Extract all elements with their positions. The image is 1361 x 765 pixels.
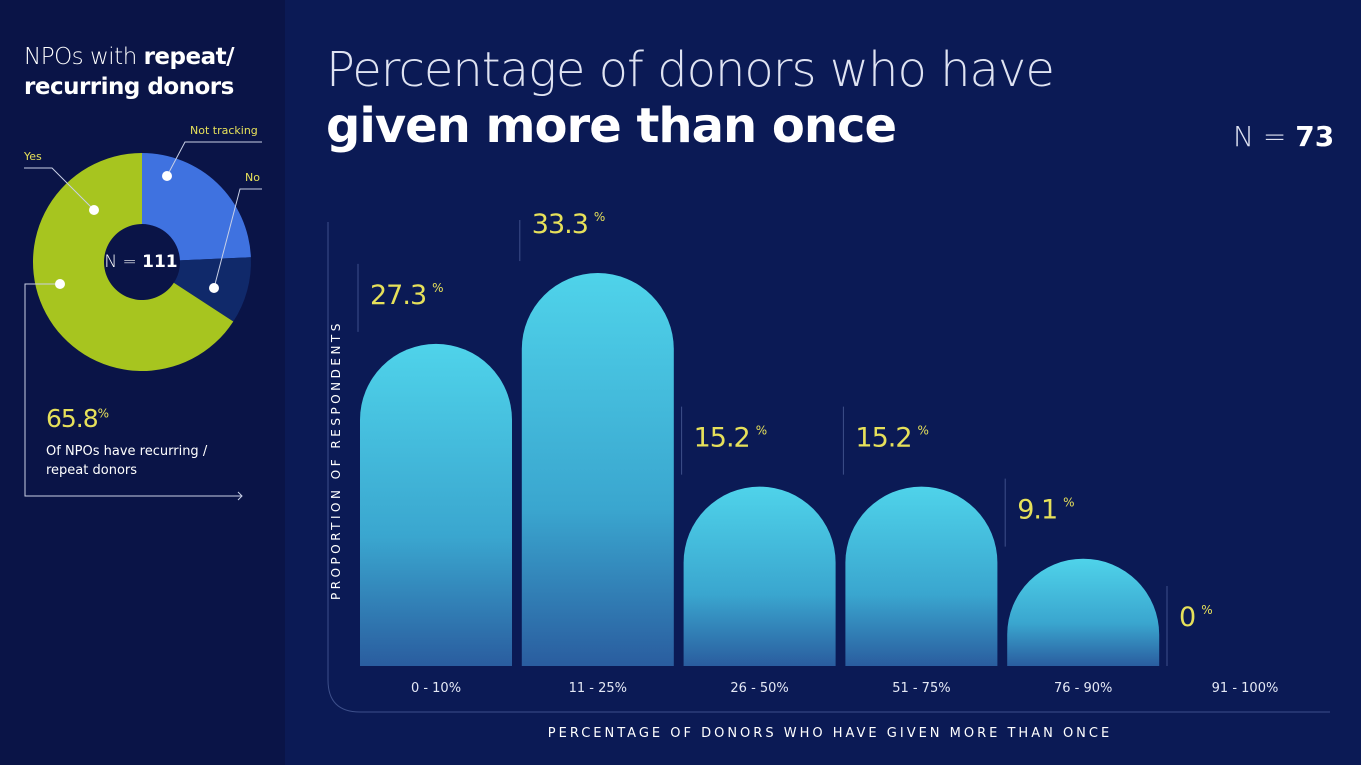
leader-line-yes (24, 167, 95, 211)
value-unit: % (756, 424, 767, 438)
value-unit: % (1201, 603, 1212, 617)
donut-slice-yes (32, 153, 234, 371)
donut-center-value: 111 (142, 252, 178, 272)
value-label: 0% (1179, 602, 1212, 633)
highlight-number: 65.8 (46, 404, 99, 433)
x-axis-label: PERCENTAGE OF DONORS WHO HAVE GIVEN MORE… (547, 726, 1113, 741)
side-title-bold: repeat/ recurring donors (24, 44, 235, 100)
side-title-light: NPOs with (24, 44, 144, 70)
donut-label-not-tracking: Not tracking (190, 124, 258, 137)
chart-title-light: Percentage of donors who have (326, 42, 1055, 98)
value-label: 15.2% (855, 423, 928, 454)
donut-chart (24, 141, 262, 501)
bar-2 (683, 486, 836, 666)
donut-label-yes: Yes (24, 150, 42, 163)
leader-dot (209, 283, 219, 293)
donut-label-no: No (245, 171, 260, 184)
x-tick-label: 91 - 100% (1212, 681, 1279, 696)
sample-size: N = 73 (1233, 120, 1334, 153)
donut-center-label: N = (104, 252, 143, 272)
value-label: 33.3% (532, 209, 605, 240)
side-panel: NPOs with repeat/ recurring donors N = 1… (0, 0, 285, 765)
leader-dot (55, 279, 65, 289)
x-tick-label: 76 - 90% (1054, 681, 1112, 696)
x-tick-label: 51 - 75% (892, 681, 950, 696)
x-tick-label: 26 - 50% (730, 681, 788, 696)
x-tick-label: 11 - 25% (569, 681, 627, 696)
donut-center: N = 111 (104, 252, 177, 272)
value-label: 27.3% (370, 280, 443, 311)
x-tick-label: 0 - 10% (411, 681, 461, 696)
chart-title-bold: given more than once (326, 98, 897, 154)
leader-dot (89, 205, 99, 215)
axis-line (327, 222, 1330, 713)
leader-line-highlight (24, 283, 242, 497)
highlight-unit: % (97, 406, 109, 421)
value-unit: % (1063, 496, 1074, 510)
sample-size-value: 73 (1295, 120, 1335, 153)
bar-4 (1007, 558, 1160, 666)
value-unit: % (594, 210, 605, 224)
value-label: 9.1% (1017, 495, 1074, 526)
highlight-text: Of NPOs have recurring / repeat donors (46, 444, 208, 478)
value-label: 15.2% (694, 423, 767, 454)
arrow-icon (237, 491, 243, 501)
sample-size-label: N = (1233, 120, 1296, 153)
bar-0 (360, 343, 512, 666)
leader-dot (162, 171, 172, 181)
side-title: NPOs with repeat/ recurring donors (24, 42, 285, 102)
chart-title: Percentage of donors who have given more … (326, 42, 1055, 154)
bar-1 (521, 273, 674, 666)
value-unit: % (432, 281, 443, 295)
leader-line-not-tracking (166, 141, 262, 177)
leader-line-no (213, 188, 262, 289)
value-unit: % (918, 424, 929, 438)
bar-3 (845, 486, 998, 666)
highlight-value: 65.8% (46, 404, 109, 433)
